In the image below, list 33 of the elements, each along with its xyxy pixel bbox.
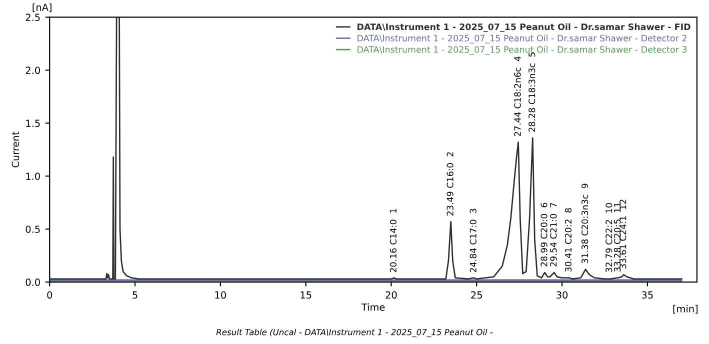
y-tick-label: 0.5 <box>26 226 40 233</box>
legend-label: DATA\Instrument 1 - 2025_07_15 Peanut Oil - Dr.samar Shawer - FID <box>358 23 690 32</box>
y-tick-label: 1.0 <box>26 172 40 180</box>
x-tick-label: 10 <box>215 291 226 299</box>
annotation: 28.99 C20:0 6 <box>540 202 548 266</box>
y-axis-title: Current <box>12 132 20 168</box>
text: [nA] <box>32 3 52 12</box>
annotation: 28.28 C18:3n3c 5 <box>528 52 536 132</box>
x-tick-label: 15 <box>300 291 312 299</box>
legend-label: DATA\Instrument 1 - 2025_07_15 Peanut Oil - Dr.samar Shawer - Detector 2 <box>358 34 686 44</box>
annotation: 33.61 C24:1 12 <box>620 200 626 268</box>
annotation: 32.79 C22:2 10 <box>606 203 612 272</box>
y-tick-label: 0.0 <box>26 278 40 286</box>
annotation: 20.16 C14:0 1 <box>390 208 396 272</box>
y-tick-label: 2.0 <box>26 66 40 74</box>
y-tick-label: 2.5 <box>26 14 40 22</box>
annotation: 33.28 C20:5 11 <box>614 202 621 272</box>
x-tick-label: 25 <box>471 291 482 299</box>
x-tick-label: 30 <box>556 291 568 299</box>
annotation: 24.84 C17:0 3 <box>470 208 476 272</box>
annotation: 31.38 C20:3n3c 9 <box>582 184 588 264</box>
annotation: 27.44 C18:2n6c 4 <box>514 56 521 136</box>
x-tick-label: 20 <box>386 291 397 299</box>
text: Result Table (Uncal - DATA\Instrument 1 - 2025_07_15 Peanut Oil - <box>216 328 493 338</box>
annotation: 23.49 C16:0 2 <box>446 152 454 216</box>
x-tick-label: 0 <box>47 291 52 299</box>
x-tick-label: 35 <box>642 291 653 299</box>
annotation: 29.54 C21:0 7 <box>550 203 557 266</box>
y-tick-label: 1.5 <box>26 120 40 127</box>
x-tick-label: 5 <box>132 291 138 299</box>
x-axis-title: Time <box>361 303 385 311</box>
text: [min] <box>673 304 698 314</box>
annotation: 30.41 C20:2 8 <box>564 208 572 272</box>
